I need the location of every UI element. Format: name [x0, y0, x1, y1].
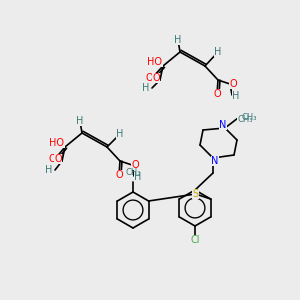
Text: O: O [115, 170, 123, 180]
Text: HO: HO [148, 57, 163, 67]
Text: H: H [116, 129, 124, 139]
Text: CH₃: CH₃ [237, 116, 253, 124]
Text: H: H [134, 172, 142, 182]
Text: H: H [214, 47, 222, 57]
Text: CH₃: CH₃ [241, 113, 256, 122]
Text: H: H [45, 165, 53, 175]
Text: H: H [142, 83, 150, 93]
Text: O: O [213, 89, 221, 99]
Text: O: O [229, 79, 237, 89]
Text: S: S [193, 189, 199, 199]
Text: N: N [219, 120, 227, 130]
Text: CH₃: CH₃ [125, 168, 141, 177]
Text: O: O [48, 154, 56, 164]
Text: H: H [232, 91, 240, 101]
Text: O: O [145, 73, 153, 83]
Text: H: H [76, 116, 84, 126]
Text: O: O [152, 73, 160, 83]
Text: HO: HO [50, 138, 64, 148]
Text: O: O [54, 154, 62, 164]
Text: N: N [211, 156, 219, 166]
Text: H: H [174, 35, 182, 45]
Text: Cl: Cl [190, 235, 200, 245]
Text: O: O [131, 160, 139, 170]
